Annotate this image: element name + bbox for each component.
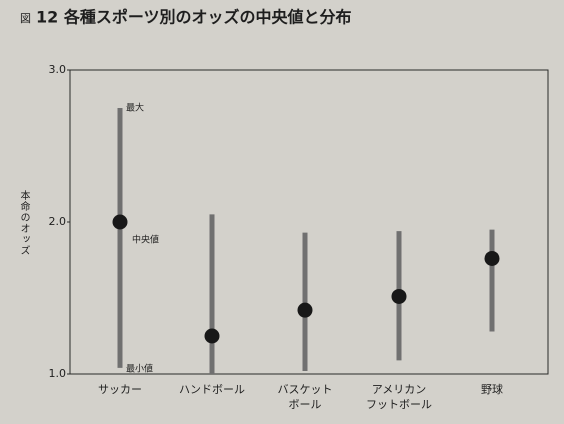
x-tick-label: バスケット [278, 383, 333, 396]
x-tick-label: 野球 [481, 382, 503, 396]
x-tick-label: ボール [289, 398, 322, 411]
chart-title: 12 各種スポーツ別のオッズの中央値と分布 [36, 8, 352, 27]
median-dot [391, 288, 407, 304]
median-dot [204, 328, 220, 344]
x-tick-label: サッカー [98, 383, 142, 396]
y-tick-label: 2.0 [49, 215, 67, 228]
median-dot [484, 250, 500, 266]
median-dot [297, 302, 313, 318]
annotation: 最小値 [126, 362, 153, 374]
x-tick-label: アメリカン [372, 383, 426, 396]
median-dot [112, 214, 128, 230]
y-axis-label: 本命のオッズ [18, 189, 30, 256]
x-tick-label: フットボール [366, 398, 432, 411]
annotation: 最大 [126, 102, 144, 114]
x-tick-label: ハンドボール [179, 383, 245, 396]
annotation: 中央値 [132, 234, 159, 246]
figure-prefix: 図 [20, 12, 31, 25]
y-tick-label: 3.0 [49, 63, 67, 76]
y-tick-label: 1.0 [49, 367, 67, 380]
